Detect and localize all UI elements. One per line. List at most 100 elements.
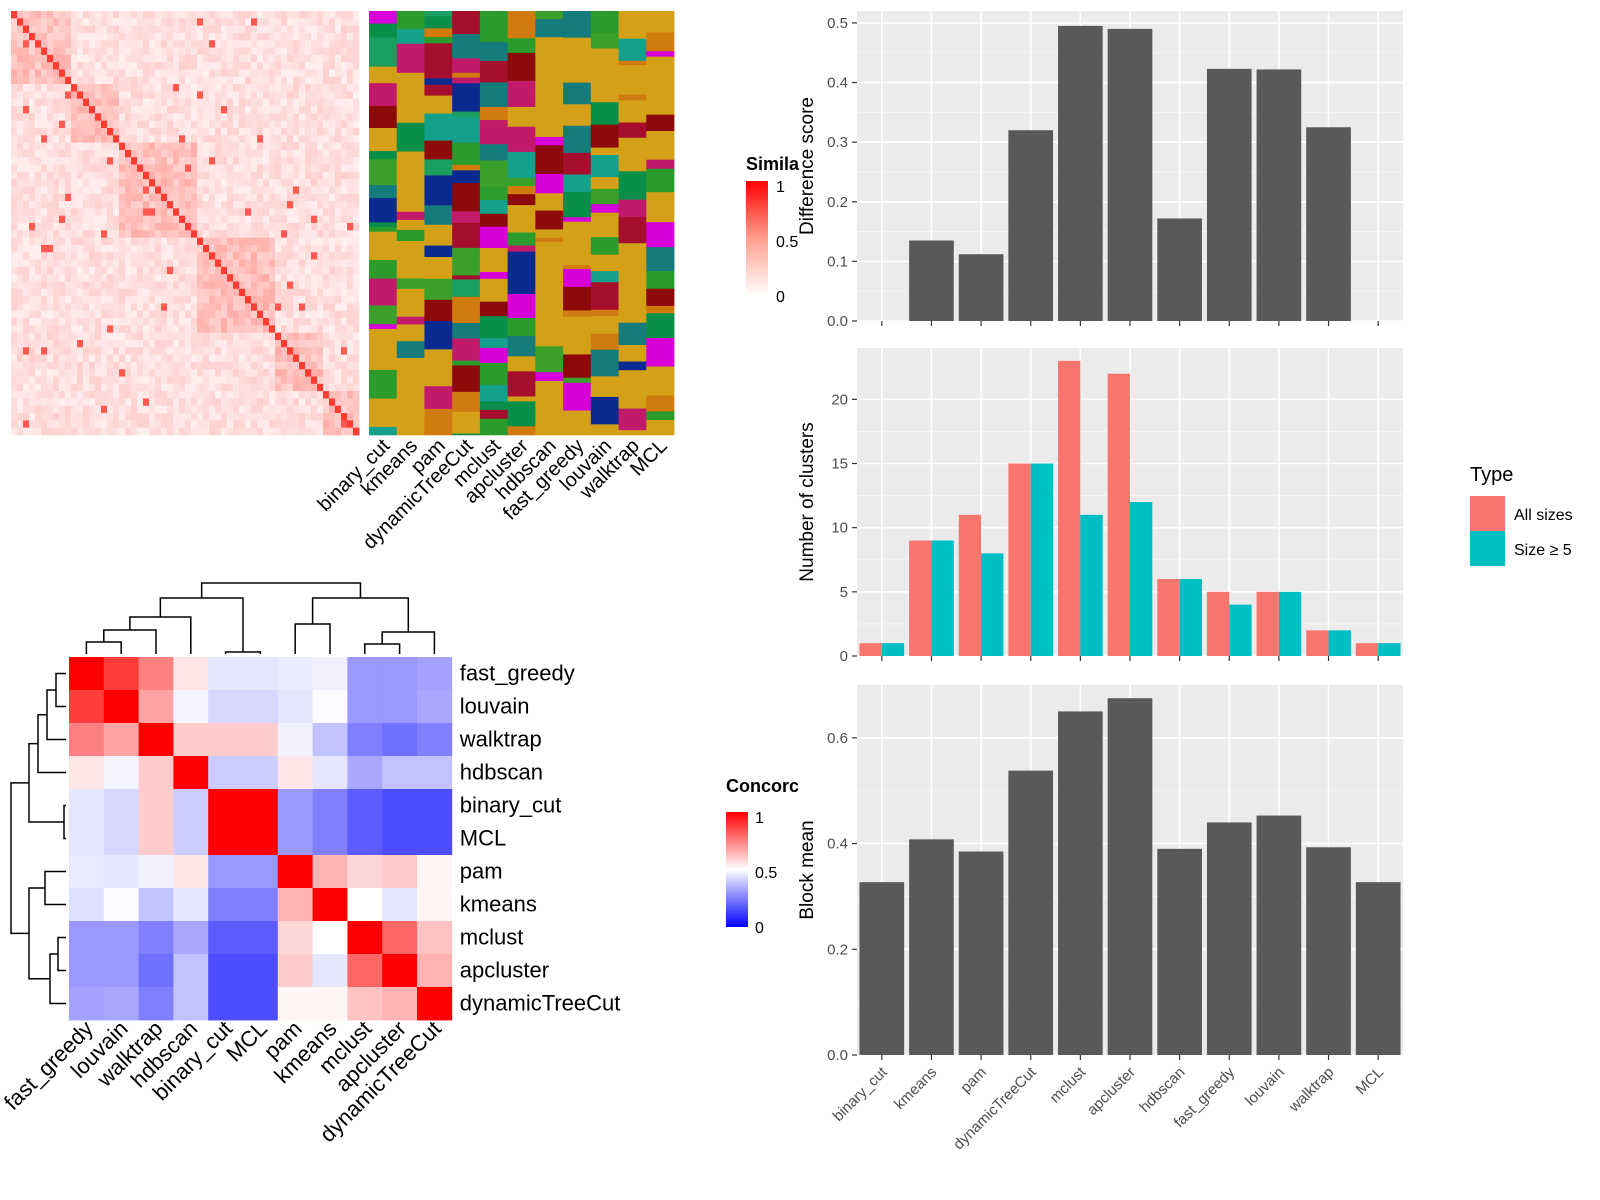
similarity-cell [179, 127, 186, 136]
similarity-cell [101, 127, 108, 136]
annotation-segment [424, 58, 453, 79]
annotation-segment [424, 11, 453, 17]
similarity-cell [185, 288, 192, 297]
similarity-cell [197, 281, 204, 290]
bar [909, 240, 954, 321]
similarity-cell [197, 347, 204, 355]
similarity-cell [203, 427, 210, 436]
similarity-cell [215, 54, 222, 63]
similarity-cell [65, 171, 72, 180]
concordance-cell [173, 789, 209, 823]
annotation-segment [507, 356, 536, 372]
similarity-cell [341, 171, 348, 180]
similarity-cell [221, 135, 228, 143]
similarity-cell [317, 32, 324, 41]
similarity-cell [263, 127, 270, 136]
similarity-cell [83, 76, 90, 85]
similarity-cell [29, 113, 36, 122]
similarity-cell [341, 339, 348, 348]
similarity-cell [287, 281, 294, 290]
annotation-segment [479, 248, 509, 273]
similarity-cell [281, 62, 288, 70]
similarity-cell [311, 120, 318, 129]
similarity-cell [59, 40, 66, 48]
similarity-cell [347, 135, 354, 143]
similarity-cell [239, 18, 246, 27]
similarity-cell [329, 230, 336, 239]
similarity-cell [287, 106, 294, 114]
similarity-cell [275, 252, 282, 260]
similarity-cell [287, 405, 294, 414]
similarity-cell [197, 113, 204, 122]
similarity-cell [269, 354, 276, 363]
similarity-cell [203, 25, 210, 34]
similarity-cell [179, 427, 186, 436]
similarity-cell [167, 310, 174, 319]
similarity-cell [149, 91, 156, 100]
similarity-cell [191, 193, 198, 202]
similarity-cell [53, 164, 60, 173]
concordance-cell [417, 822, 453, 856]
concordance-cell [417, 855, 453, 889]
annotation-segment [479, 226, 509, 249]
similarity-cell [341, 201, 348, 209]
similarity-cell [215, 259, 222, 268]
annotation-segment [618, 430, 647, 436]
similarity-cell [53, 361, 60, 370]
similarity-cell [353, 303, 360, 312]
similarity-cell [149, 244, 156, 253]
similarity-cell [275, 259, 282, 268]
concordance-cell [312, 723, 348, 757]
similarity-cell [143, 149, 150, 158]
similarity-cell [299, 244, 306, 253]
similarity-cell [131, 427, 138, 436]
similarity-cell [53, 98, 60, 107]
similarity-cell [269, 420, 276, 429]
concordance-cell [103, 954, 139, 988]
similarity-cell [353, 127, 360, 136]
similarity-cell [53, 47, 60, 56]
similarity-cell [299, 427, 306, 436]
similarity-cell [71, 215, 78, 224]
similarity-cell [119, 339, 126, 348]
similarity-cell [299, 259, 306, 268]
similarity-cell [323, 193, 330, 202]
similarity-cell [191, 332, 198, 341]
bar [1157, 218, 1202, 321]
similarity-cell [245, 32, 252, 41]
similarity-cell [239, 76, 246, 85]
similarity-cell [17, 259, 24, 268]
similarity-cell [77, 69, 84, 78]
similarity-cell [89, 405, 96, 414]
concordance-cell [173, 690, 209, 724]
similarity-cell [155, 296, 162, 304]
concordance-cell [277, 789, 313, 823]
similarity-cell [125, 420, 132, 429]
similarity-cell [239, 281, 246, 290]
similarity-cell [173, 274, 180, 282]
similarity-cell [11, 40, 18, 48]
similarity-cell [161, 179, 168, 187]
similarity-cell [53, 186, 60, 195]
similarity-cell [53, 54, 60, 63]
similarity-cell [281, 244, 288, 253]
annotation-segment [424, 95, 453, 114]
similarity-cell [17, 98, 24, 107]
similarity-cell [155, 237, 162, 246]
similarity-cell [227, 325, 234, 334]
similarity-cell [17, 18, 24, 27]
similarity-cell [71, 98, 78, 107]
similarity-cell [185, 259, 192, 268]
similarity-cell [95, 332, 102, 341]
similarity-cell [353, 230, 360, 239]
similarity-cell [161, 127, 168, 136]
similarity-cell [191, 54, 198, 63]
similarity-cell [65, 62, 72, 70]
similarity-cell [47, 413, 54, 421]
similarity-cell [71, 413, 78, 421]
similarity-cell [347, 186, 354, 195]
similarity-cell [107, 201, 114, 209]
concordance-cell [417, 888, 453, 922]
similarity-cell [83, 347, 90, 355]
similarity-cell [59, 54, 66, 63]
